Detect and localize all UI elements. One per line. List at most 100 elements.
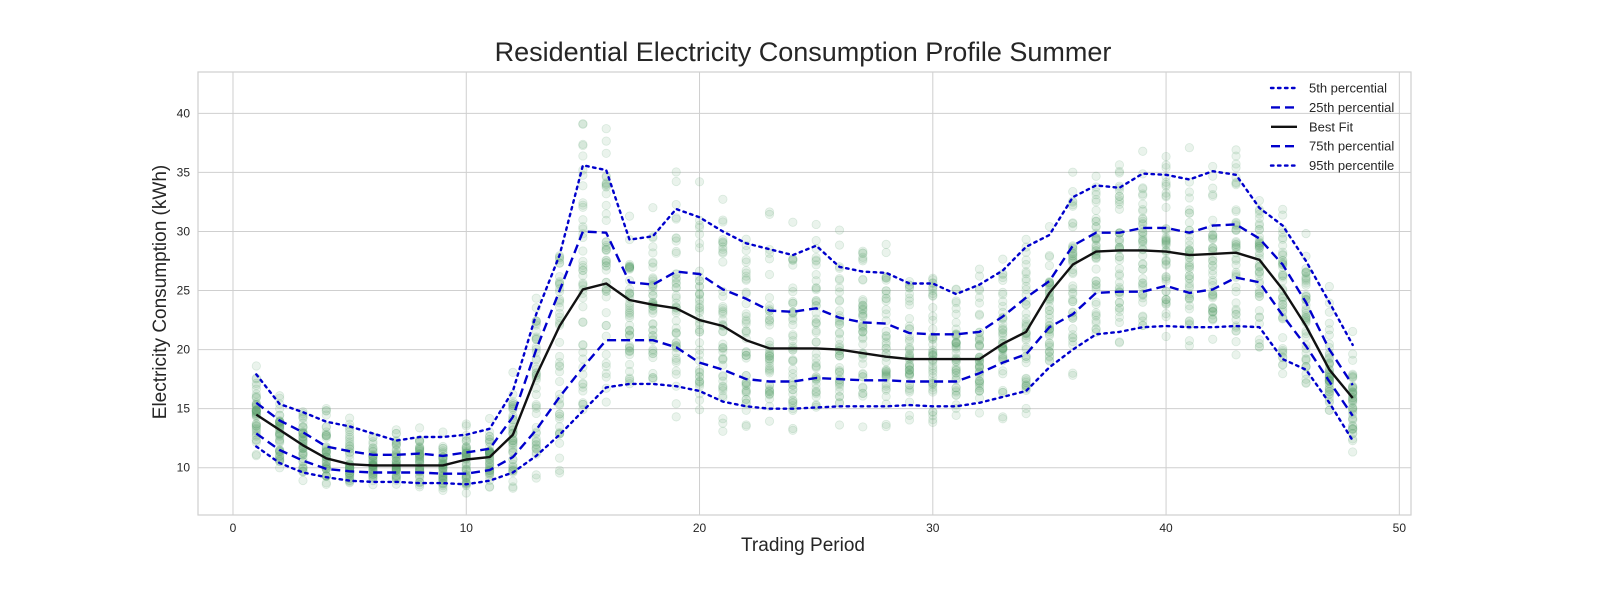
scatter-point [811,337,821,347]
scatter-point [251,435,261,445]
scatter-point [391,425,401,435]
scatter-point [321,433,331,443]
x-tick-label: 10 [460,521,474,535]
scatter-point [554,361,565,371]
scatter-point [601,244,611,255]
scatter-point [531,399,541,410]
scatter-point [251,405,261,415]
scatter-point [671,176,681,187]
scatter-point [1021,373,1031,383]
scatter-point [298,433,308,444]
scatter-point [554,468,565,478]
scatter-point [648,290,658,300]
scatter-point [461,419,471,429]
scatter-point [531,408,541,419]
scatter-point [578,260,588,270]
scatter-point [694,338,705,348]
scatter-point [1138,311,1148,321]
scatter-point [998,254,1008,264]
scatter-point [1254,267,1264,277]
scatter-point [531,444,541,454]
scatter-point [531,439,541,450]
scatter-point [251,435,261,445]
scatter-point [251,430,261,440]
scatter-point [858,246,868,256]
scatter-point [858,391,868,401]
scatter-point [624,288,635,298]
scatter-point [438,427,448,437]
scatter-point [998,412,1008,422]
scatter-point [694,177,705,187]
scatter-point [508,438,518,448]
scatter-point [694,405,705,415]
scatter-point [415,442,425,452]
scatter-point [601,308,611,318]
scatter-point [951,344,961,354]
scatter-point [578,139,588,149]
scatter-point [298,413,308,423]
scatter-point [251,378,261,388]
scatter-point [904,360,915,370]
scatter-point [1091,316,1101,326]
scatter-point [321,422,331,432]
scatter-point [1348,403,1358,413]
scatter-point [1254,248,1264,258]
scatter-point [578,198,588,208]
scatter-point [461,442,471,453]
legend: 5th percential 25th percential Best Fit 75t… [1269,81,1394,173]
scatter-point [321,430,331,440]
scatter-point [415,455,425,465]
scatter-point [1348,447,1358,457]
scatter-point [298,422,308,432]
scatter-point [951,387,961,397]
scatter-point [251,405,261,415]
y-tick-label: 20 [177,343,191,357]
scatter-point [928,290,938,301]
scatter-point [368,439,378,449]
scatter-point [671,246,681,257]
scatter-point [461,473,471,483]
scatter-point [624,325,635,335]
scatter-point [578,347,588,357]
scatter-point [368,471,378,482]
scatter-point [624,262,635,272]
scatter-point [811,295,821,306]
scatter-point [298,462,308,472]
scatter-point [834,391,845,401]
scatter-point [1208,304,1218,314]
scatter-point [554,427,565,438]
scatter-point [531,326,541,336]
scatter-point [694,289,705,299]
scatter-point [601,200,611,211]
scatter-point [531,293,541,303]
scatter-point [648,262,658,272]
scatter-point [391,428,401,439]
scatter-point [578,256,588,267]
scatter-point [1231,243,1241,253]
scatter-point [1208,256,1218,266]
scatter-point [881,326,891,336]
scatter-point [741,394,751,405]
scatter-point [998,301,1008,311]
scatter-point [508,367,518,378]
scatter-point [741,420,751,430]
scatter-point [1138,184,1148,194]
scatter-point [1348,372,1358,382]
scatter-point [1184,316,1194,327]
scatter-point [974,264,985,274]
scatter-point [438,474,448,484]
scatter-point [788,331,798,341]
scatter-point [554,409,565,419]
scatter-point [601,397,611,407]
scatter-point [834,362,845,373]
scatter-point [998,325,1008,335]
scatter-point [438,483,448,493]
scatter-point [718,342,728,353]
scatter-point [275,437,285,448]
scatter-point [554,376,565,387]
scatter-point [298,449,308,459]
scatter-point [508,443,518,453]
scatter-point [718,353,728,363]
scatter-point [321,447,331,457]
scatter-point [391,472,401,482]
